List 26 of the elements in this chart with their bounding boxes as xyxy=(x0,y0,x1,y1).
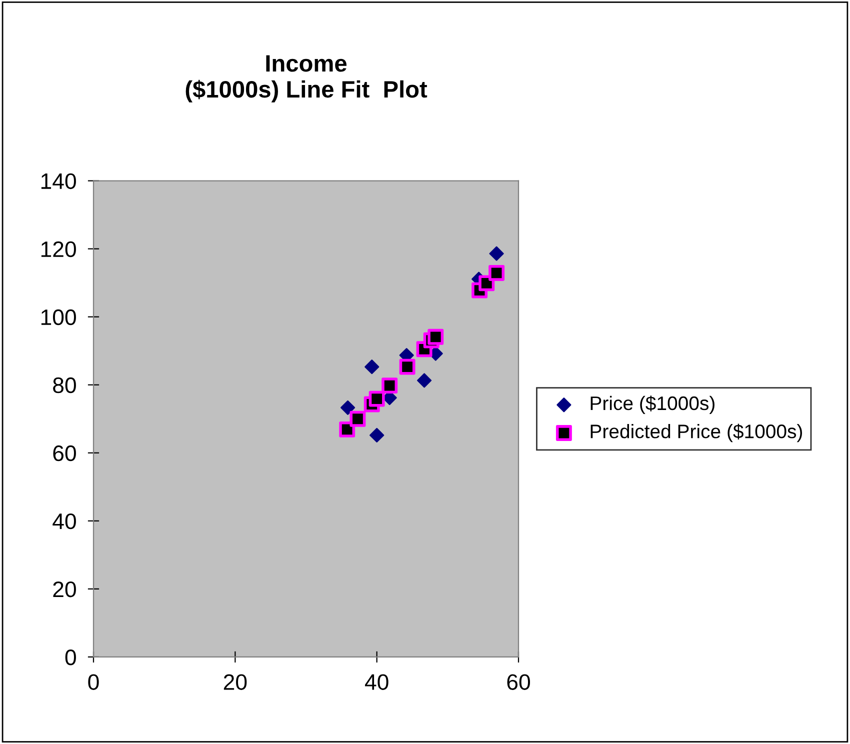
y-tick-label: 80 xyxy=(53,377,76,394)
y-tick-label: 100 xyxy=(41,309,76,326)
x-tick-label: 40 xyxy=(364,674,388,690)
point xyxy=(417,373,432,388)
y-tick-label: 40 xyxy=(52,513,76,530)
point xyxy=(368,390,385,407)
y-tick-label: 140 xyxy=(41,173,76,190)
point xyxy=(350,410,366,427)
chart-title: Income ($1000s) Line Fit Plot xyxy=(186,55,428,102)
point xyxy=(489,246,504,261)
x-tick-label: 0 xyxy=(88,674,99,690)
point xyxy=(364,360,380,374)
point xyxy=(399,358,416,375)
point xyxy=(370,428,384,442)
legend-label: Price ($1000s) xyxy=(590,396,714,414)
y-tick-label: 20 xyxy=(53,581,76,598)
point xyxy=(340,400,356,415)
point xyxy=(428,328,444,345)
legend-label: Predicted Price ($1000s) xyxy=(590,424,802,442)
x-tick-label: 60 xyxy=(507,674,530,690)
y-tick-label: 0 xyxy=(65,649,76,666)
y-tick-label: 120 xyxy=(41,241,76,258)
y-tick-label: 60 xyxy=(53,445,76,462)
point xyxy=(488,264,505,281)
x-tick-label: 20 xyxy=(224,674,247,690)
point xyxy=(382,378,398,394)
